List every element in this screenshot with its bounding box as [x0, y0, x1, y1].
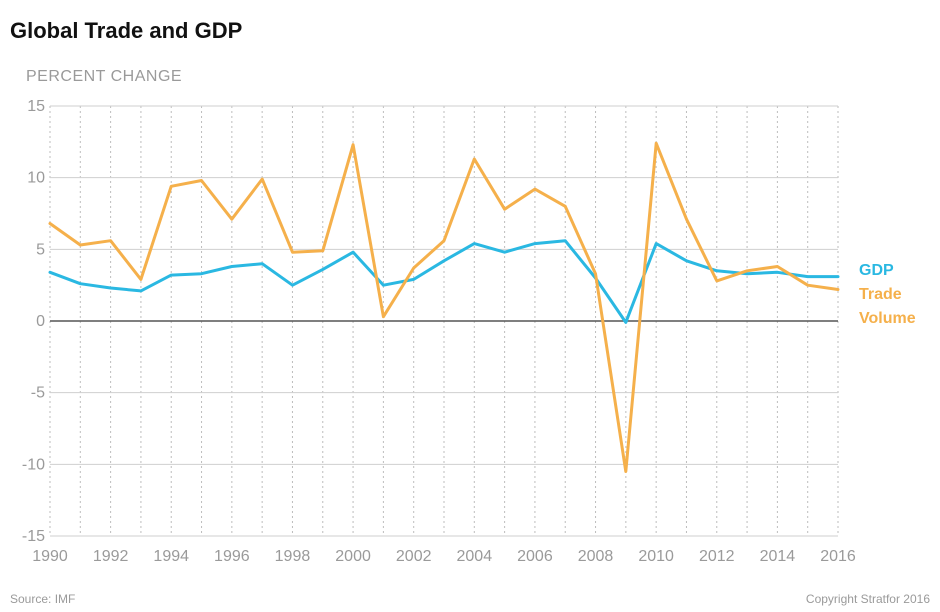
x-tick-label: 2006 [517, 548, 553, 565]
x-tick-label: 2008 [578, 548, 614, 565]
x-tick-label: 1996 [214, 548, 250, 565]
x-tick-label: 2000 [335, 548, 371, 565]
x-tick-label: 1992 [93, 548, 129, 565]
x-tick-label: 2004 [457, 548, 493, 565]
source-note: Source: IMF [10, 592, 76, 606]
x-tick-label: 1998 [275, 548, 311, 565]
x-tick-labels: 1990 1992 1994 1996 1998 2000 2002 2004 2006 2008… [32, 548, 856, 565]
y-axis-label: PERCENT CHANGE [26, 68, 183, 85]
series-line-gdp [48, 239, 840, 324]
horizontal-gridlines [50, 105, 838, 537]
x-tick-label: 2012 [699, 548, 735, 565]
x-tick-label: 2016 [820, 548, 856, 565]
x-tick-label: 1990 [32, 548, 68, 565]
legend-entry-trade-volume: Volume [859, 310, 916, 327]
y-tick-label: 5 [36, 241, 45, 258]
x-tick-label: 1994 [153, 548, 189, 565]
y-tick-label: 15 [27, 98, 45, 115]
legend: GDP Trade Volume [859, 262, 916, 327]
x-tick-label: 2014 [760, 548, 796, 565]
legend-entry-trade-volume: Trade [859, 286, 902, 303]
y-tick-label: 0 [36, 313, 45, 330]
copyright-note: Copyright Stratfor 2016 [805, 592, 930, 606]
y-tick-label: -5 [31, 385, 45, 402]
x-tick-label: 2010 [638, 548, 674, 565]
series-lines [48, 141, 840, 473]
x-tick-label: 2002 [396, 548, 432, 565]
y-tick-label: 10 [27, 170, 45, 187]
series-line-trade-volume [48, 141, 840, 473]
y-tick-label: -15 [22, 528, 45, 545]
legend-entry-gdp: GDP [859, 262, 894, 279]
y-tick-labels: 15 10 5 0 -5 -10 -15 [22, 98, 45, 545]
chart-title: Global Trade and GDP [10, 18, 243, 43]
y-tick-label: -10 [22, 456, 45, 473]
